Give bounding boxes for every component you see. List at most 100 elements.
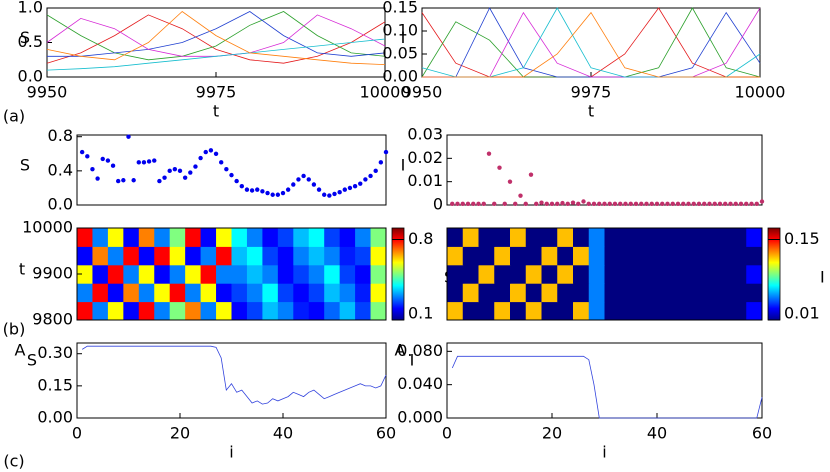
heat-cell	[462, 283, 479, 303]
series-line	[422, 11, 760, 78]
heat-cell	[355, 264, 372, 284]
scatter-point	[280, 190, 286, 196]
scatter-point	[131, 178, 136, 183]
scatter-point	[738, 201, 744, 207]
heat-cell	[541, 246, 558, 266]
heat-cell	[324, 301, 341, 321]
y-tick-label: 0.4	[48, 160, 73, 179]
x-tick-label: 60	[376, 424, 396, 443]
scatter-point	[712, 201, 717, 207]
scatter-point	[332, 191, 337, 197]
heat-cell	[636, 301, 653, 321]
heat-cell	[636, 283, 653, 303]
heat-cell	[620, 228, 637, 247]
heat-cell	[604, 246, 621, 266]
y-tick-label: 0.00	[37, 408, 73, 427]
heat-cell	[339, 283, 356, 303]
heat-cell	[525, 228, 542, 247]
heat-cell	[573, 246, 590, 266]
x-tick-label: 9975	[196, 83, 237, 102]
series-line	[46, 11, 386, 61]
scatter-point	[219, 160, 224, 165]
x-axis-label: i	[602, 443, 606, 462]
x-tick-label: 40	[647, 424, 667, 443]
heat-cell	[573, 301, 590, 321]
y-tick-label: 0.10	[382, 21, 418, 40]
scatter-point	[322, 192, 327, 197]
scatter-point	[717, 201, 723, 207]
scatter-point	[152, 158, 157, 163]
y-tick-label: 0.00	[382, 67, 418, 86]
heat-cell	[636, 228, 653, 247]
scatter-point	[162, 175, 167, 180]
heat-cell	[573, 228, 590, 247]
scatter-point	[733, 201, 738, 207]
heat-cell	[462, 301, 479, 321]
scatter-point	[224, 166, 229, 172]
heat-cell	[730, 301, 747, 321]
heat-cell	[667, 228, 684, 247]
scatter-point	[681, 201, 686, 207]
heat-cell	[651, 246, 668, 266]
x-tick-label: 9975	[571, 83, 612, 102]
heat-cell	[447, 228, 464, 247]
scatter-point	[476, 201, 481, 207]
heat-cell	[620, 283, 637, 303]
scatter-point	[311, 182, 317, 187]
heat-cell	[339, 264, 356, 284]
scatter-point	[177, 168, 183, 174]
heat-cell	[683, 283, 700, 303]
heat-cell	[246, 246, 263, 266]
heat-cell	[293, 264, 310, 284]
heat-cell	[308, 283, 325, 303]
scatter-point	[157, 178, 162, 184]
scatter-point	[523, 201, 528, 207]
heat-cell	[277, 246, 294, 266]
heat-cell	[355, 301, 372, 321]
heat-cell	[123, 283, 140, 303]
heat-cell	[262, 301, 279, 321]
scatter-point	[565, 201, 570, 207]
scatter-point	[110, 163, 116, 168]
scatter-point	[612, 201, 618, 207]
plot-frame	[46, 7, 386, 78]
scatter-point	[749, 201, 754, 207]
heat-cell	[651, 301, 668, 321]
scatter-point	[363, 177, 368, 182]
heat-cell	[557, 228, 574, 247]
heat-cell	[746, 283, 763, 303]
x-tick-label: 10000	[735, 83, 786, 102]
heat-cell	[77, 264, 93, 284]
scatter-point	[644, 201, 649, 207]
heat-cell	[746, 264, 763, 284]
series-line	[47, 11, 386, 57]
heat-cell	[494, 228, 511, 247]
heat-cell	[246, 264, 263, 284]
heat-cell	[185, 301, 202, 321]
series-line	[422, 7, 761, 78]
y-tick-label: 0.03	[407, 125, 443, 144]
heat-cell	[462, 264, 479, 284]
heat-cell	[494, 301, 511, 321]
heat-cell	[246, 283, 263, 303]
panel: 0.00 0.15 0.30 0 20 40 60 ASi (c)	[3, 341, 396, 471]
scatter-point	[696, 201, 702, 207]
heat-cell	[714, 246, 731, 266]
heat-cell	[293, 246, 310, 266]
scatter-point	[639, 201, 644, 207]
scatter-point	[95, 176, 100, 181]
scatter-point	[90, 166, 95, 172]
series-line	[81, 345, 387, 405]
heat-cell	[541, 228, 558, 247]
heat-cell	[138, 283, 155, 303]
y-axis-label: I	[401, 28, 406, 47]
scatter-point	[649, 201, 654, 207]
scatter-point	[383, 149, 389, 155]
heat-cell	[246, 301, 263, 321]
heat-cell	[154, 246, 171, 266]
heat-cell	[746, 246, 763, 266]
heat-cell	[588, 264, 605, 284]
heat-cell	[588, 283, 605, 303]
heat-cell	[447, 301, 464, 321]
colorbar-tick-label: 0.01	[784, 304, 820, 323]
